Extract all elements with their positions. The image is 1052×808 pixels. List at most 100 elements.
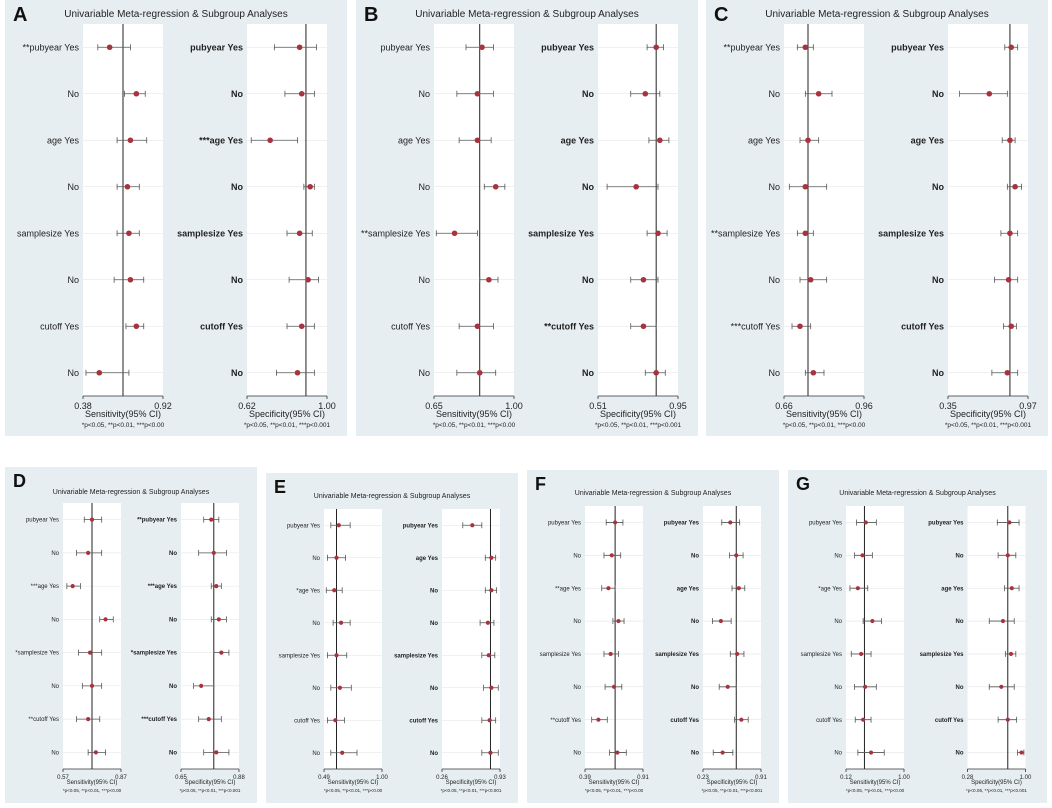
- tick-label: 0.66: [775, 401, 793, 411]
- panel-title: Univariable Meta-regression & Subgroup A…: [64, 9, 288, 20]
- point-estimate: [1007, 230, 1013, 237]
- tick-label: 0.87: [115, 775, 127, 781]
- panel-letter: C: [714, 4, 729, 26]
- panel-title: Univariable Meta-regression & Subgroup A…: [839, 490, 996, 497]
- point-estimate: [86, 550, 91, 555]
- axis-label: Sensitivity(95% CI): [328, 780, 379, 786]
- point-estimate: [298, 323, 305, 330]
- row-label: pubyear Yes: [809, 521, 842, 527]
- point-estimate: [807, 276, 814, 283]
- footnote: *p<0.05, **p<0.01, ***p<0.00: [82, 422, 165, 429]
- point-estimate: [337, 685, 343, 690]
- point-estimate: [296, 44, 303, 51]
- row-label: No: [51, 684, 59, 690]
- point-estimate: [609, 553, 614, 558]
- row-label: No: [67, 182, 79, 192]
- point-estimate: [474, 90, 481, 97]
- axis-label: Sensitivity(95% CI): [436, 409, 512, 419]
- row-label: No: [582, 182, 594, 192]
- row-label: cutoff Yes: [391, 321, 430, 331]
- point-estimate: [734, 553, 739, 558]
- axis-label: Sensitivity(95% CI): [85, 409, 161, 419]
- point-estimate: [1005, 276, 1012, 283]
- panel-B: B Univariable Meta-regression & Subgroup…: [356, 0, 698, 436]
- footnote: *p<0.05, **p<0.01, ***p<0.001: [595, 422, 682, 429]
- axis-label: Specificity(95% CI): [446, 780, 497, 786]
- row-label: No: [573, 685, 581, 691]
- tick-label: 1.00: [1020, 775, 1032, 781]
- row-label: No: [932, 182, 944, 192]
- row-label: No: [956, 685, 964, 691]
- point-estimate: [805, 137, 811, 144]
- row-label: No: [231, 368, 243, 378]
- row-label: No: [834, 685, 842, 691]
- row-label: No: [582, 275, 594, 285]
- row-label: cutoff Yes: [40, 321, 79, 331]
- point-estimate: [333, 718, 338, 723]
- row-label: No: [418, 89, 430, 99]
- row-label: pubyear Yes: [928, 521, 964, 527]
- row-label: pubyear Yes: [190, 42, 243, 52]
- point-estimate: [451, 230, 458, 237]
- row-label: No: [834, 619, 842, 625]
- row-label: No: [418, 182, 430, 192]
- tick-label: 1.00: [505, 401, 523, 411]
- tick-label: 0.57: [57, 775, 69, 781]
- row-label: ***age Yes: [31, 584, 59, 590]
- panel-title: Univariable Meta-regression & Subgroup A…: [415, 9, 639, 20]
- row-label: No: [834, 553, 842, 559]
- point-estimate: [640, 323, 647, 330]
- row-label: No: [312, 751, 320, 757]
- plot-area: [585, 506, 643, 769]
- tick-label: 1.00: [898, 775, 910, 781]
- point-estimate: [96, 369, 103, 376]
- row-label: No: [582, 89, 594, 99]
- footnote: *p<0.05, **p<0.01, ***p<0.00: [433, 422, 516, 429]
- tick-label: 0.49: [318, 775, 330, 781]
- point-estimate: [307, 183, 313, 190]
- footnote: *p<0.05, **p<0.01, ***p<0.001: [702, 788, 763, 793]
- point-estimate: [802, 44, 809, 51]
- axis-label: Sensitivity(95% CI): [67, 780, 118, 786]
- row-label: No: [834, 751, 842, 757]
- row-label: No: [956, 751, 964, 757]
- row-label: samplesize Yes: [655, 652, 700, 658]
- point-estimate: [485, 620, 490, 625]
- row-label: samplesize Yes: [540, 652, 581, 658]
- point-estimate: [489, 685, 494, 690]
- row-label: No: [956, 619, 964, 625]
- point-estimate: [126, 230, 132, 237]
- point-estimate: [1000, 618, 1006, 624]
- row-label: No: [956, 553, 964, 559]
- tick-label: 0.93: [494, 775, 506, 781]
- row-label: No: [312, 621, 320, 627]
- row-label: No: [51, 551, 59, 557]
- point-estimate: [294, 369, 301, 376]
- row-label: No: [582, 368, 594, 378]
- tick-label: 0.97: [1019, 401, 1037, 411]
- plot-area: [598, 24, 678, 396]
- plot-area: [846, 506, 904, 769]
- point-estimate: [488, 750, 493, 755]
- row-label: No: [932, 89, 944, 99]
- row-label: pubyear Yes: [26, 518, 59, 524]
- row-label: samplesize Yes: [394, 653, 439, 659]
- tick-label: 0.65: [425, 401, 443, 411]
- panel-title: Univariable Meta-regression & Subgroup A…: [313, 493, 471, 500]
- point-estimate: [470, 523, 475, 528]
- point-estimate: [474, 323, 481, 330]
- panel-title: Univariable Meta-regression & Subgroup A…: [765, 9, 989, 20]
- footnote: *p<0.05, **p<0.01, ***p<0.00: [324, 788, 383, 793]
- point-estimate: [640, 276, 647, 283]
- row-label: pubyear Yes: [891, 42, 944, 52]
- row-label: ***age Yes: [199, 135, 243, 145]
- row-label: age Yes: [398, 135, 431, 145]
- row-label: cutoff Yes: [816, 718, 842, 724]
- point-estimate: [611, 684, 617, 689]
- row-label: cutoff Yes: [670, 718, 699, 724]
- point-estimate: [810, 369, 817, 376]
